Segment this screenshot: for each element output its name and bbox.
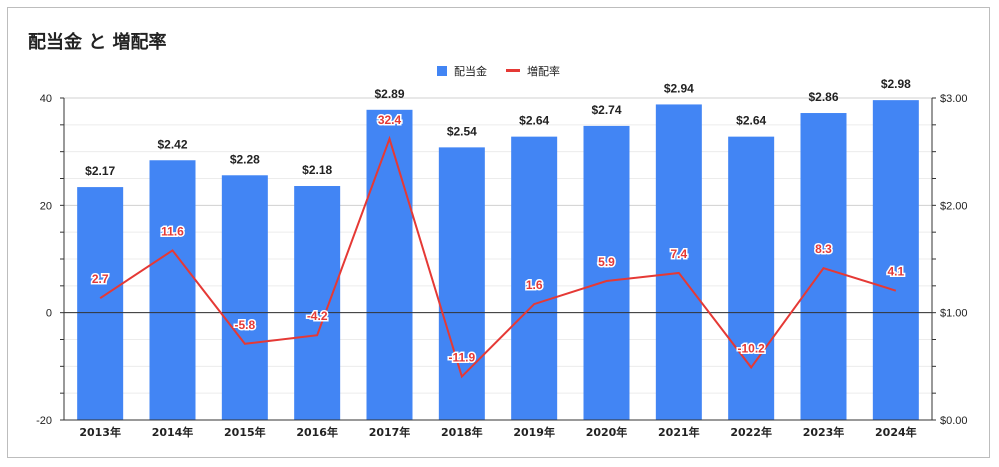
bar-2024年 [872, 100, 919, 420]
legend: 配当金 増配率 [437, 64, 560, 78]
x-axis-tick-label: 2019年 [513, 425, 555, 439]
right-axis-tick-label: $0.00 [940, 415, 968, 427]
bar-value-label: $2.74 [591, 103, 621, 117]
line-point-label: -11.9 [448, 351, 475, 365]
line-point-label: 11.6 [161, 224, 184, 238]
bar-2019年 [511, 136, 558, 420]
x-axis-tick-label: 2018年 [441, 425, 483, 439]
legend-swatch-dividend [437, 66, 447, 76]
bar-value-label: $2.86 [808, 90, 838, 104]
axes: -20 0 20 40 $0.00 $1.00 $2.00 $3.00 2013年 2014年 20… [36, 93, 967, 439]
line-point-label: 5.9 [598, 255, 615, 269]
x-axis-tick-label: 2024年 [875, 425, 917, 439]
x-axis-tick-label: 2020年 [586, 425, 628, 439]
bar-value-label: $2.98 [881, 77, 911, 91]
line-point-label: -5.8 [234, 318, 255, 332]
right-axis-tick-label: $2.00 [940, 200, 968, 212]
x-axis-tick-label: 2017年 [369, 425, 411, 439]
bar-2018年 [438, 147, 485, 420]
bar-2023年 [800, 113, 847, 420]
left-axis-tick-label: -20 [36, 415, 52, 427]
bar-value-label: $2.54 [447, 124, 477, 138]
growth-rate-line [99, 135, 897, 379]
bar-value-label: $2.64 [519, 114, 549, 128]
bar-value-label: $2.64 [736, 114, 766, 128]
line-point-label: 2.7 [92, 272, 109, 286]
bar-2020年 [583, 125, 630, 420]
line-point-label: 8.3 [815, 242, 832, 256]
bar-value-label: $2.17 [85, 164, 115, 178]
bar-value-label: $2.42 [157, 137, 187, 151]
right-axis-tick-label: $3.00 [940, 93, 968, 105]
x-axis-tick-label: 2016年 [296, 425, 338, 439]
right-axis-tick-label: $1.00 [940, 308, 968, 320]
bar-2016年 [294, 186, 341, 420]
bar-2021年 [655, 104, 702, 420]
left-axis-tick-label: 40 [40, 93, 52, 105]
bar-2014年 [149, 160, 196, 420]
left-axis-tick-label: 0 [46, 308, 52, 320]
line-point-label: 7.4 [670, 247, 687, 261]
legend-swatch-growth [506, 69, 520, 72]
bar-2022年 [728, 136, 775, 420]
chart-title: 配当金 と 増配率 [28, 32, 167, 53]
line-series [99, 135, 897, 379]
bar-value-label: $2.94 [664, 81, 694, 95]
bar-value-label: $2.28 [230, 152, 260, 166]
bar-2017年 [366, 109, 413, 420]
legend-label-dividend: 配当金 [454, 64, 487, 78]
bar-value-label: $2.89 [374, 87, 404, 101]
line-point-label: -10.2 [737, 341, 765, 355]
bar-2013年 [77, 187, 124, 420]
bar-series [77, 100, 919, 420]
line-point-label: -4.2 [307, 309, 328, 323]
left-axis-tick-label: 20 [40, 200, 52, 212]
x-axis-tick-label: 2013年 [79, 425, 121, 439]
bar-2015年 [221, 175, 268, 420]
line-point-label: 4.1 [887, 265, 904, 279]
x-axis-tick-label: 2015年 [224, 425, 266, 439]
x-axis-tick-label: 2022年 [730, 425, 772, 439]
bar-value-label: $2.18 [302, 163, 332, 177]
line-point-label: 32.4 [378, 113, 402, 127]
legend-label-growth: 増配率 [527, 64, 560, 78]
data-labels: $2.17 $2.42 $2.28 $2.18 $2.89 $2.54 $2.64 $2.74… [85, 77, 911, 366]
x-axis-tick-label: 2023年 [803, 425, 845, 439]
x-axis-tick-label: 2021年 [658, 425, 700, 439]
x-axis-tick-label: 2014年 [152, 425, 194, 439]
line-point-label: 1.6 [526, 278, 543, 292]
